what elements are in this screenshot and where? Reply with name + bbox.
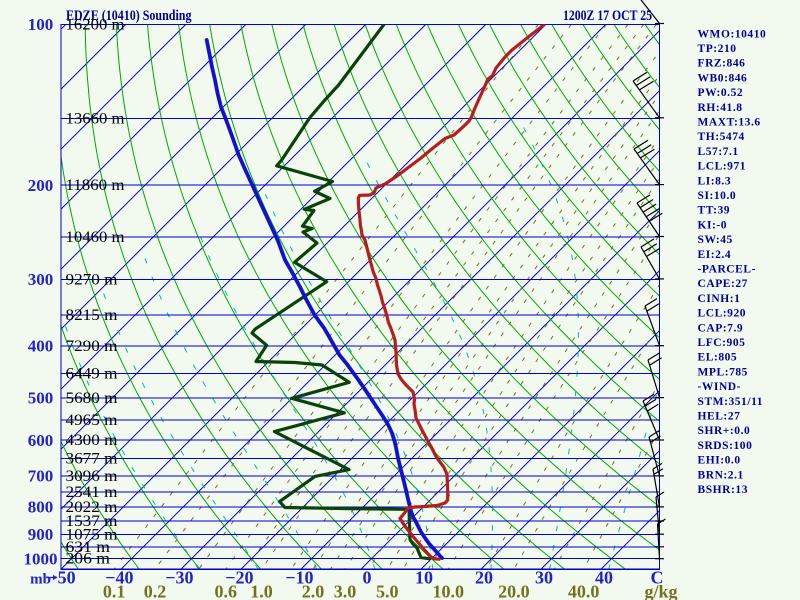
svg-text:CAPE:27: CAPE:27 (698, 278, 749, 290)
svg-text:0: 0 (363, 568, 372, 588)
svg-text:100: 100 (28, 15, 54, 34)
svg-text:−20: −20 (225, 568, 253, 588)
svg-text:3.0: 3.0 (334, 582, 357, 600)
svg-text:2541 m: 2541 m (66, 484, 118, 501)
svg-text:MPL:785: MPL:785 (698, 366, 748, 378)
svg-text:LFC:905: LFC:905 (698, 337, 746, 349)
svg-text:FRZ:846: FRZ:846 (698, 58, 746, 70)
svg-text:BSHR:13: BSHR:13 (698, 484, 749, 496)
svg-text:SHR+:0.0: SHR+:0.0 (698, 425, 751, 437)
svg-text:LCL:971: LCL:971 (698, 161, 747, 173)
svg-text:LCL:920: LCL:920 (698, 308, 747, 320)
svg-text:7290 m: 7290 m (66, 338, 118, 355)
svg-text:11860 m: 11860 m (66, 177, 125, 194)
svg-text:TH:5474: TH:5474 (698, 131, 745, 143)
svg-text:mb: mb (30, 572, 51, 588)
svg-text:2.0: 2.0 (302, 582, 325, 600)
svg-text:400: 400 (28, 337, 54, 356)
svg-text:10460 m: 10460 m (66, 229, 125, 246)
svg-text:0.6: 0.6 (215, 582, 238, 600)
svg-text:50: 50 (58, 568, 76, 588)
svg-text:500: 500 (28, 388, 54, 407)
svg-text:1200Z 17 OCT 25: 1200Z 17 OCT 25 (563, 8, 652, 24)
svg-text:KI:-0: KI:-0 (698, 219, 728, 231)
svg-text:3096 m: 3096 m (66, 468, 118, 485)
svg-text:4300 m: 4300 m (66, 432, 118, 449)
svg-text:−40: −40 (105, 568, 133, 588)
svg-text:1537 m: 1537 m (66, 513, 118, 530)
svg-text:1000: 1000 (24, 549, 58, 568)
svg-text:L57:7.1: L57:7.1 (698, 146, 739, 158)
svg-text:BRN:2.1: BRN:2.1 (698, 469, 744, 481)
svg-text:TP:210: TP:210 (698, 43, 737, 55)
svg-text:g/kg: g/kg (644, 582, 677, 600)
svg-text:10: 10 (415, 568, 433, 588)
svg-text:9270 m: 9270 m (66, 271, 118, 288)
svg-text:0.2: 0.2 (144, 582, 167, 600)
svg-text:−10: −10 (285, 568, 313, 588)
svg-text:SRDS:100: SRDS:100 (698, 440, 753, 452)
svg-text:8215 m: 8215 m (66, 307, 118, 324)
svg-text:16200 m: 16200 m (66, 16, 125, 33)
svg-text:EL:805: EL:805 (698, 352, 738, 364)
svg-text:700: 700 (28, 467, 54, 486)
svg-text:CAP:7.9: CAP:7.9 (698, 322, 744, 334)
svg-text:2022 m: 2022 m (66, 499, 118, 516)
svg-text:800: 800 (28, 498, 54, 517)
svg-text:WMO:10410: WMO:10410 (698, 28, 767, 40)
svg-text:20.0: 20.0 (498, 582, 530, 600)
svg-text:4965 m: 4965 m (66, 412, 118, 429)
svg-text:40.0: 40.0 (568, 582, 600, 600)
svg-text:PW:0.52: PW:0.52 (698, 87, 744, 99)
svg-text:EHI:0.0: EHI:0.0 (698, 455, 741, 467)
svg-text:STM:351/11: STM:351/11 (698, 396, 764, 408)
svg-text:300: 300 (28, 270, 54, 289)
svg-text:5.0: 5.0 (376, 582, 399, 600)
svg-text:0.1: 0.1 (103, 582, 126, 600)
svg-text:20: 20 (475, 568, 493, 588)
svg-text:EI:2.4: EI:2.4 (698, 249, 732, 261)
svg-text:MAXT:13.6: MAXT:13.6 (698, 117, 761, 129)
svg-text:40: 40 (595, 568, 613, 588)
svg-text:13660 m: 13660 m (66, 110, 125, 127)
svg-text:1.0: 1.0 (250, 582, 273, 600)
svg-text:30: 30 (535, 568, 553, 588)
svg-text:600: 600 (28, 431, 54, 450)
svg-text:RH:41.8: RH:41.8 (698, 102, 743, 114)
svg-text:C: C (651, 568, 664, 588)
svg-text:5680 m: 5680 m (66, 390, 118, 407)
svg-text:3677 m: 3677 m (66, 451, 118, 468)
svg-text:6449 m: 6449 m (66, 365, 118, 382)
svg-text:-PARCEL-: -PARCEL- (698, 264, 757, 276)
svg-text:−30: −30 (165, 568, 193, 588)
svg-text:TT:39: TT:39 (698, 205, 731, 217)
svg-text:631 m: 631 m (66, 539, 111, 556)
svg-text:WB0:846: WB0:846 (698, 72, 748, 84)
svg-text:10.0: 10.0 (433, 582, 465, 600)
svg-text:HEL:27: HEL:27 (698, 411, 741, 423)
svg-text:206 m: 206 m (66, 551, 111, 568)
svg-text:1075 m: 1075 m (66, 526, 118, 543)
svg-text:900: 900 (28, 525, 54, 544)
svg-text:200: 200 (28, 176, 54, 195)
svg-text:LI:8.3: LI:8.3 (698, 175, 732, 187)
svg-text:SI:10.0: SI:10.0 (698, 190, 737, 202)
svg-text:EDZE (10410) Sounding: EDZE (10410) Sounding (66, 8, 192, 24)
svg-text:CINH:1: CINH:1 (698, 293, 741, 305)
svg-text:SW:45: SW:45 (698, 234, 733, 246)
svg-text:-WIND-: -WIND- (698, 381, 742, 393)
